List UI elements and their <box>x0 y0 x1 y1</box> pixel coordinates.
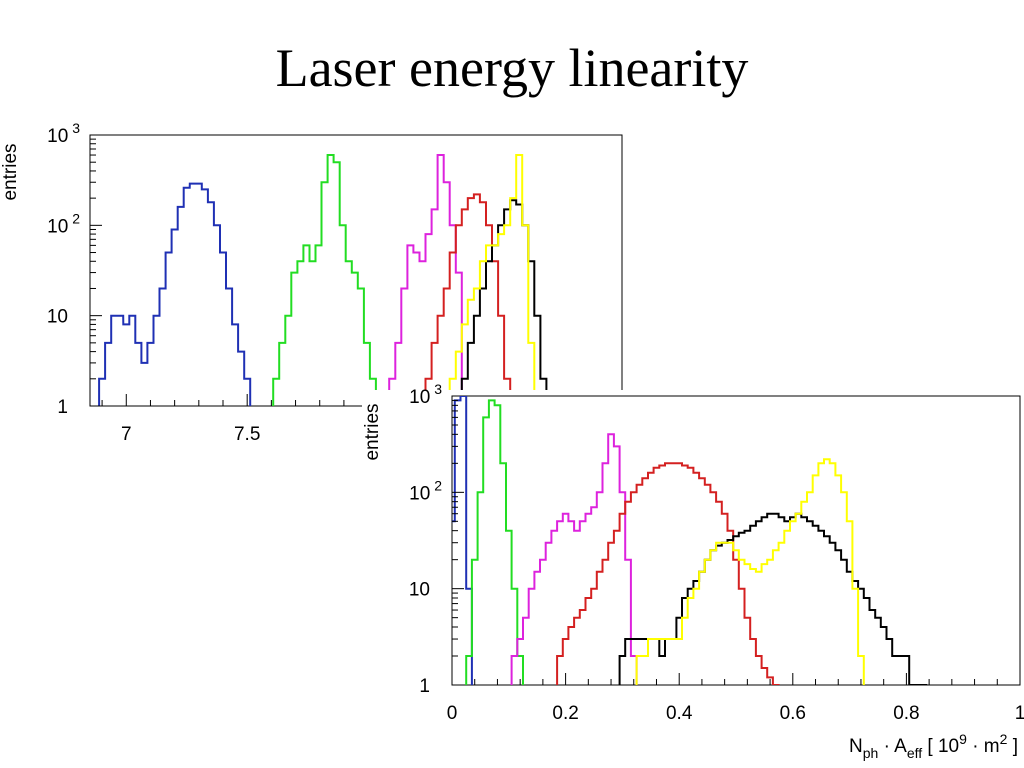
histogram-series-3 <box>388 154 463 406</box>
slide-title: Laser energy linearity <box>275 38 749 98</box>
histogram-series-2 <box>465 399 524 685</box>
x-tick-label: 0 <box>447 703 458 724</box>
x-tick-label: 7 <box>121 424 132 445</box>
y-tick-label: 10 3 <box>47 120 80 147</box>
x-tick-label: 1 <box>1015 703 1024 724</box>
y-tick-label: 10 2 <box>47 210 80 237</box>
plot-frame <box>89 134 623 407</box>
histogram-chart-lower: 1 10 10 2 10 3 0 0.2 0.4 0.6 0.8 1 entries Nph · Ae… <box>362 381 1024 761</box>
histogram-series-2 <box>272 154 377 406</box>
x-tick-label: 0.6 <box>780 703 806 724</box>
y-axis-title: entries <box>362 403 383 460</box>
x-tick-label: 0.8 <box>893 703 919 724</box>
x-axis-title: Nph · Aeff [ 109 · m2 ] <box>849 731 1018 761</box>
y-tick-label: 1 <box>57 397 68 418</box>
histogram-series-5 <box>460 199 548 406</box>
y-axis-title: entries <box>0 143 21 200</box>
y-tick-label: 10 3 <box>409 381 442 408</box>
y-tick-label: 10 <box>409 580 430 601</box>
x-tick-label: 0.4 <box>666 703 693 724</box>
histogram-series-4 <box>424 193 512 406</box>
plot-frame <box>451 395 1021 686</box>
panel-background <box>362 390 1024 759</box>
histogram-series-1 <box>98 182 252 406</box>
histogram-series-6 <box>635 458 865 685</box>
y-tick-label: 1 <box>419 676 430 697</box>
histogram-series-6 <box>448 154 536 406</box>
histogram-series-3 <box>510 433 638 685</box>
histogram-series-4 <box>556 462 780 685</box>
y-tick-label: 10 2 <box>409 477 442 504</box>
histogram-series-5 <box>618 512 928 685</box>
x-tick-label: 7.5 <box>234 424 260 445</box>
y-tick-label: 10 <box>47 307 68 328</box>
x-tick-label: 0.2 <box>552 703 578 724</box>
